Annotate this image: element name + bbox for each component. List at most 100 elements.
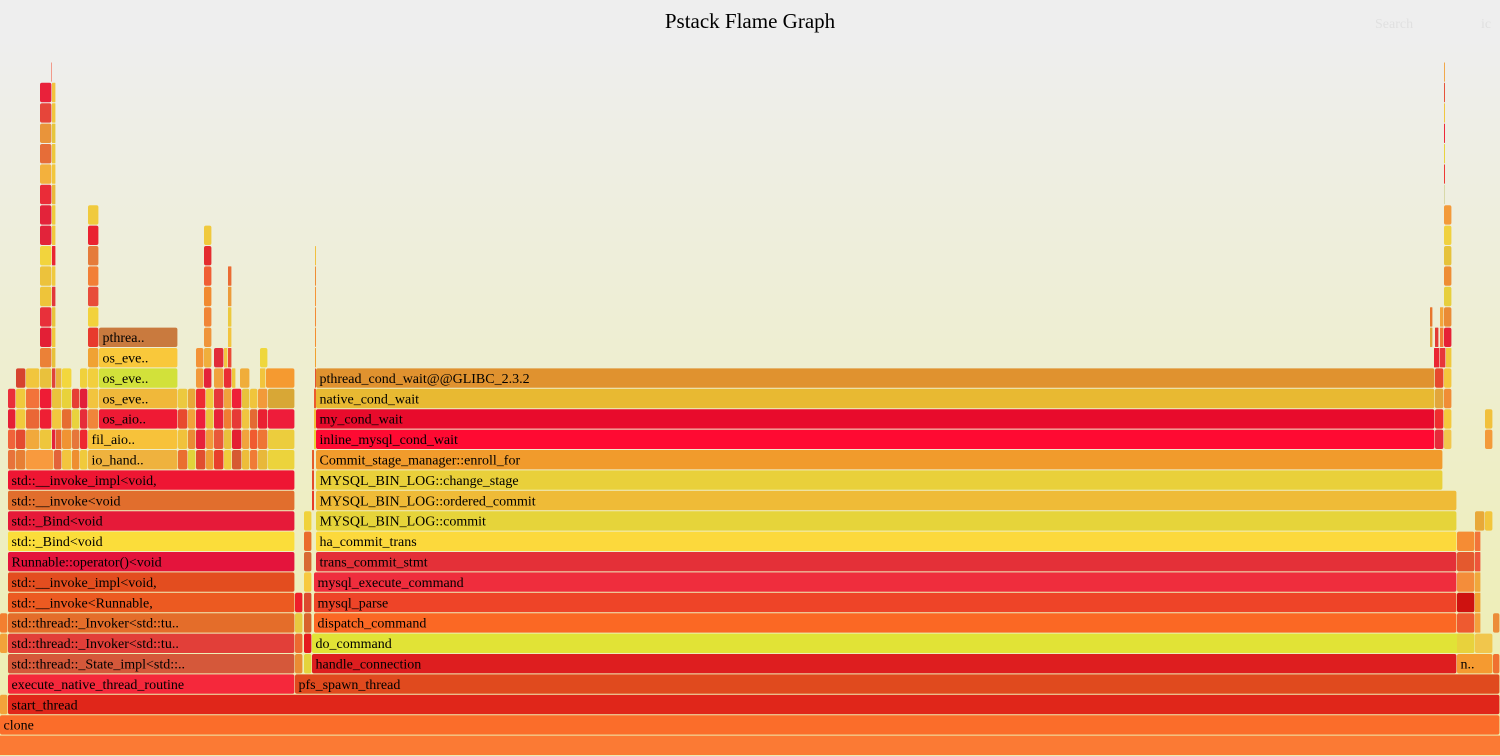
frame-251[interactable] <box>1475 552 1481 572</box>
frame-80[interactable] <box>250 450 258 470</box>
frame-rect[interactable] <box>52 266 56 286</box>
frame-180[interactable] <box>88 286 99 307</box>
frame-86[interactable] <box>40 429 52 449</box>
frame-rect[interactable] <box>8 694 1500 715</box>
frame-rect[interactable] <box>52 144 56 164</box>
frame-25[interactable]: io_hand.. <box>88 450 178 470</box>
frame-rect[interactable] <box>8 450 16 470</box>
frame-rect[interactable] <box>8 654 295 674</box>
frame-45[interactable] <box>304 613 312 633</box>
frame-rect[interactable] <box>214 348 224 368</box>
frame-119[interactable] <box>242 409 250 429</box>
frame-99[interactable] <box>242 429 250 449</box>
frame-139[interactable] <box>242 388 250 409</box>
search-button[interactable]: Search <box>1375 17 1413 32</box>
frame-rect[interactable] <box>232 368 236 388</box>
frame-46[interactable] <box>295 592 303 613</box>
frame-rect[interactable] <box>295 674 1500 694</box>
frame-rect[interactable] <box>0 715 1500 735</box>
frame-rect[interactable] <box>1475 511 1485 531</box>
frame-47[interactable] <box>304 592 312 613</box>
frame-rect[interactable] <box>8 552 295 572</box>
frame-39[interactable] <box>0 613 8 633</box>
frame-rect[interactable] <box>1444 368 1452 388</box>
frame-rect[interactable] <box>16 409 26 429</box>
frame-rect[interactable] <box>1457 592 1475 613</box>
frame-rect[interactable] <box>312 633 1475 653</box>
frame-207[interactable] <box>40 103 52 123</box>
frame-rect[interactable] <box>1440 307 1444 327</box>
frame-rect[interactable] <box>312 490 314 511</box>
frame-236[interactable] <box>1444 164 1445 184</box>
frame-rect[interactable] <box>315 348 316 368</box>
frame-rect[interactable] <box>1485 429 1493 449</box>
frame-rect[interactable] <box>26 368 40 388</box>
frame-rect[interactable] <box>8 674 295 694</box>
frame-62[interactable] <box>315 286 316 307</box>
frame-rect[interactable] <box>228 307 232 327</box>
frame-209[interactable] <box>40 82 52 103</box>
frame-rect[interactable] <box>16 388 26 409</box>
frame-rect[interactable] <box>316 429 1435 449</box>
frame-rect[interactable] <box>224 429 232 449</box>
frame-rect[interactable] <box>214 388 224 409</box>
frame-132[interactable] <box>178 388 188 409</box>
frame-65[interactable] <box>8 450 16 470</box>
frame-208[interactable] <box>52 103 56 123</box>
frame-75[interactable] <box>206 450 214 470</box>
frame-rect[interactable] <box>232 409 242 429</box>
frame-rect[interactable] <box>1444 82 1445 103</box>
frame-186[interactable] <box>204 266 212 286</box>
frame-rect[interactable] <box>52 348 56 368</box>
frame-rect[interactable] <box>0 613 8 633</box>
frame-0[interactable]: clone <box>0 715 1500 735</box>
frame-215[interactable] <box>1444 409 1452 429</box>
frame-rect[interactable] <box>1457 654 1493 674</box>
frame-rect[interactable] <box>88 409 99 429</box>
frame-59[interactable] <box>315 348 316 368</box>
frame-rect[interactable] <box>1444 327 1452 347</box>
frame-138[interactable] <box>232 388 242 409</box>
frame-2[interactable]: execute_native_thread_routine <box>8 674 295 694</box>
frame-116[interactable] <box>214 409 224 429</box>
frame-217[interactable] <box>1444 388 1452 409</box>
frame-94[interactable] <box>196 429 206 449</box>
frame-131[interactable] <box>88 388 99 409</box>
frame-rect[interactable] <box>80 388 88 409</box>
frame-41[interactable] <box>304 654 312 674</box>
frame-rect[interactable] <box>242 388 250 409</box>
frame-30[interactable]: my_cond_wait <box>316 409 1435 429</box>
frame-rect[interactable] <box>242 450 250 470</box>
frame-189[interactable] <box>52 246 56 266</box>
frame-rect[interactable] <box>52 429 56 449</box>
frame-174[interactable] <box>52 307 56 327</box>
frame-58[interactable] <box>315 368 316 388</box>
frame-rect[interactable] <box>52 368 56 388</box>
frame-107[interactable] <box>52 409 62 429</box>
frame-rect[interactable] <box>52 246 56 266</box>
frame-73[interactable] <box>188 450 196 470</box>
frame-162[interactable] <box>196 348 204 368</box>
frame-rect[interactable] <box>40 103 52 123</box>
frame-242[interactable] <box>1457 633 1475 653</box>
frame-159[interactable] <box>40 348 52 368</box>
frame-rect[interactable] <box>304 572 312 592</box>
frame-rect[interactable] <box>40 286 52 307</box>
frame-rect[interactable] <box>1444 62 1445 82</box>
frame-185[interactable] <box>88 266 99 286</box>
frame-rect[interactable] <box>204 327 212 347</box>
frame-173[interactable] <box>40 307 52 327</box>
frame-91[interactable] <box>80 429 88 449</box>
frame-11[interactable]: std::__invoke<Runnable, <box>8 592 295 613</box>
frame-233[interactable] <box>1444 225 1452 245</box>
frame-rect[interactable] <box>52 307 56 327</box>
frame-rect[interactable] <box>314 409 316 429</box>
frame-rect[interactable] <box>1493 613 1500 633</box>
frame-49[interactable] <box>304 552 312 572</box>
frame-158[interactable] <box>266 368 295 388</box>
frame-rect[interactable] <box>62 368 72 388</box>
frame-rect[interactable] <box>214 450 224 470</box>
frame-rect[interactable] <box>52 123 56 143</box>
frame-87[interactable] <box>52 429 56 449</box>
frame-54[interactable] <box>312 450 314 470</box>
